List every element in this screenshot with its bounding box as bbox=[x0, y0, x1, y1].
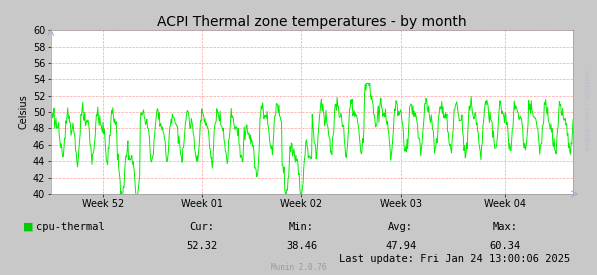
Text: Min:: Min: bbox=[289, 222, 314, 232]
Text: RRDTOOL / TOBI OETIKER: RRDTOOL / TOBI OETIKER bbox=[584, 70, 589, 150]
Text: 38.46: 38.46 bbox=[286, 241, 317, 251]
Text: ■: ■ bbox=[23, 222, 33, 232]
Text: Max:: Max: bbox=[493, 222, 518, 232]
Text: cpu-thermal: cpu-thermal bbox=[36, 222, 104, 232]
Text: 60.34: 60.34 bbox=[490, 241, 521, 251]
Text: 52.32: 52.32 bbox=[187, 241, 218, 251]
Y-axis label: Celsius: Celsius bbox=[19, 95, 29, 130]
Text: Last update: Fri Jan 24 13:00:06 2025: Last update: Fri Jan 24 13:00:06 2025 bbox=[339, 254, 570, 263]
Text: Cur:: Cur: bbox=[190, 222, 215, 232]
Text: 47.94: 47.94 bbox=[385, 241, 416, 251]
Text: Munin 2.0.76: Munin 2.0.76 bbox=[271, 263, 326, 272]
Text: Avg:: Avg: bbox=[388, 222, 413, 232]
Title: ACPI Thermal zone temperatures - by month: ACPI Thermal zone temperatures - by mont… bbox=[157, 15, 467, 29]
